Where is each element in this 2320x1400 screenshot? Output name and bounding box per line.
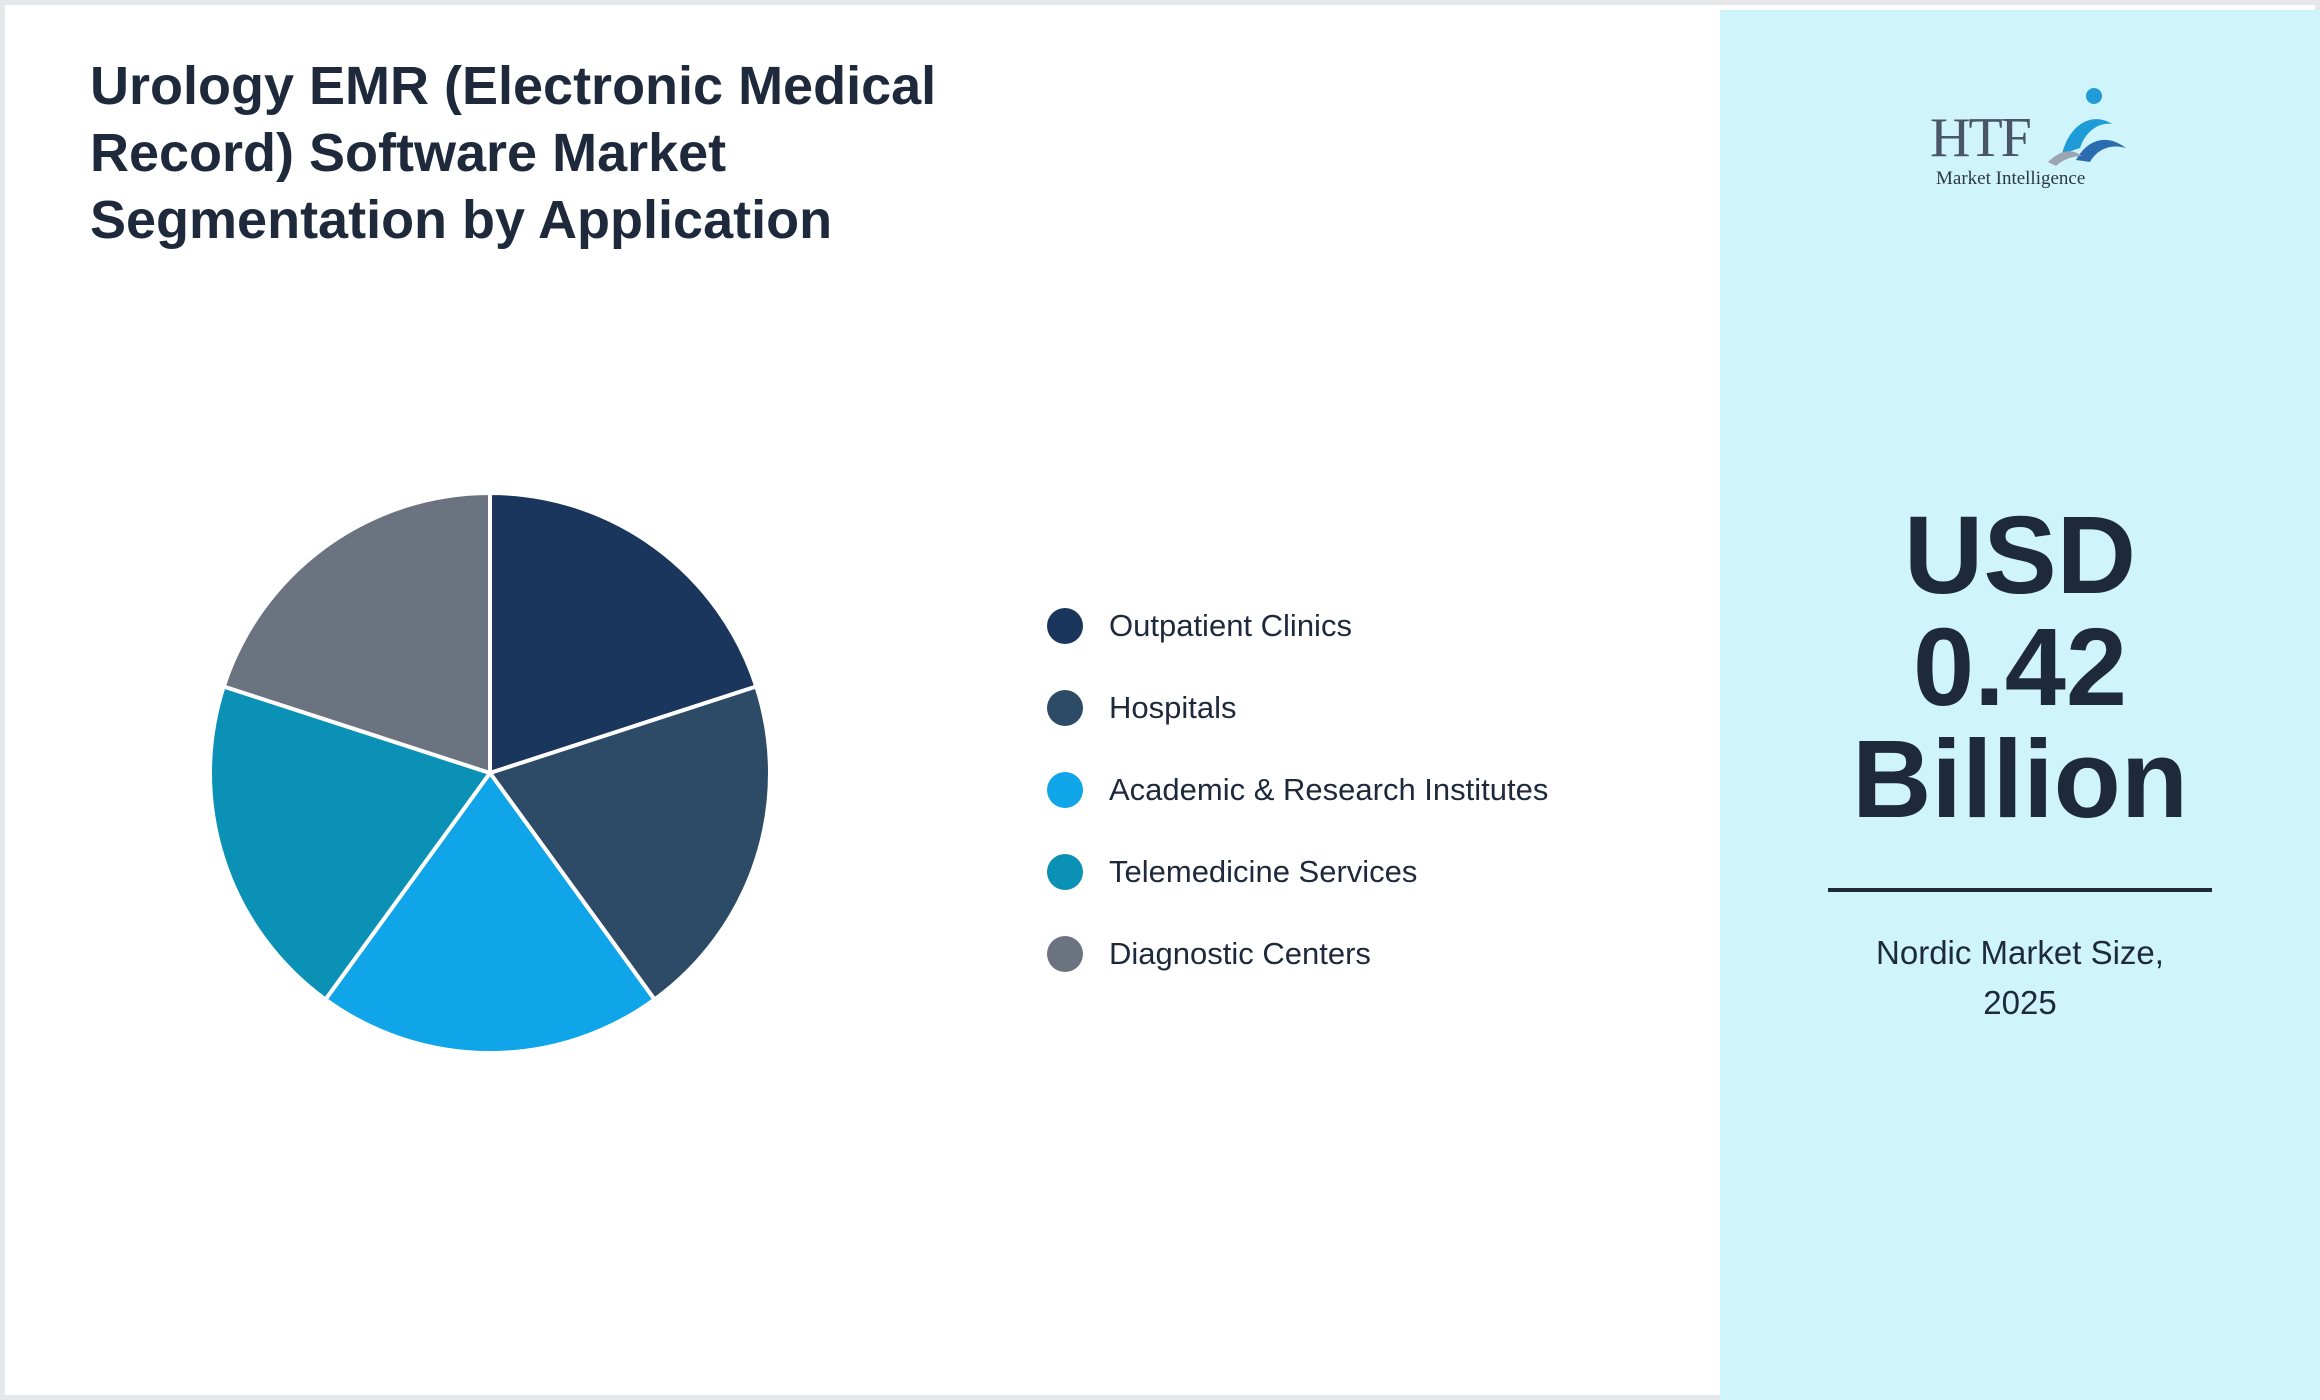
legend-label: Hospitals: [1109, 690, 1237, 725]
legend-label: Diagnostic Centers: [1109, 936, 1371, 971]
market-value-number: 0.42: [1912, 606, 2128, 729]
pie-slice-outpatient-clinics[interactable]: [488, 490, 759, 776]
legend-swatch: [1047, 936, 1083, 972]
legend-item[interactable]: Outpatient Clinics: [1047, 585, 1687, 667]
htf-logo: HTF Market Intelligence: [1930, 82, 2130, 192]
legend-swatch: [1047, 772, 1083, 808]
divider: [1828, 888, 2212, 892]
pie-slice-hospitals[interactable]: [486, 683, 772, 1003]
legend-label: Telemedicine Services: [1109, 854, 1418, 889]
legend-item[interactable]: Hospitals: [1047, 667, 1687, 749]
pie-slice-diagnostic-centers[interactable]: [221, 490, 492, 776]
pie-chart-svg: [208, 490, 772, 1055]
market-size-caption: Nordic Market Size, 2025: [1720, 928, 2320, 1028]
logo-subtitle: Market Intelligence: [1936, 168, 2086, 189]
market-size-panel: HTF Market Intelligence USD 0.42 Billion…: [1720, 10, 2320, 1400]
legend-item[interactable]: Academic & Research Institutes: [1047, 749, 1687, 831]
chart-title: Urology EMR (Electronic Medical Record) …: [90, 56, 937, 250]
legend-swatch: [1047, 608, 1083, 644]
market-value-currency: USD: [1903, 494, 2137, 617]
legend-item[interactable]: Telemedicine Services: [1047, 831, 1687, 913]
legend-label: Outpatient Clinics: [1109, 608, 1352, 643]
legend-swatch: [1047, 854, 1083, 890]
caption-year: 2025: [1983, 984, 2057, 1021]
pie-chart: [200, 483, 780, 1063]
market-size-value: USD 0.42 Billion: [1720, 500, 2320, 836]
pie-slice-academic-research-institutes[interactable]: [322, 769, 658, 1055]
caption-region: Nordic Market Size,: [1876, 934, 2164, 971]
logo-brand-text: HTF: [1930, 107, 2032, 169]
legend-swatch: [1047, 690, 1083, 726]
htf-dolphin-logo-icon: [2048, 88, 2126, 166]
market-value-unit: Billion: [1851, 718, 2189, 841]
legend-item[interactable]: Diagnostic Centers: [1047, 913, 1687, 995]
chart-legend: Outpatient Clinics Hospitals Academic & Re…: [1047, 585, 1687, 995]
legend-label: Academic & Research Institutes: [1109, 772, 1549, 807]
pie-slice-telemedicine-services[interactable]: [208, 683, 494, 1003]
